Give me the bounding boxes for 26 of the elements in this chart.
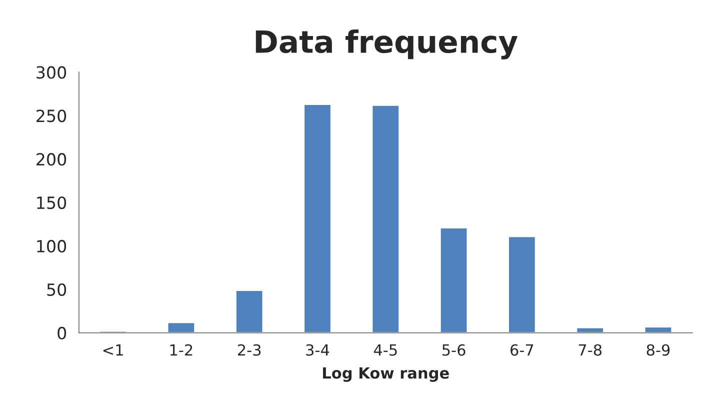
bar (508, 236, 536, 333)
bar (644, 326, 673, 333)
bar (371, 104, 400, 333)
bar (439, 227, 468, 333)
bar (303, 104, 332, 333)
x-tick-label: 6-7 (510, 344, 534, 356)
x-tick-label: 3-4 (306, 344, 330, 356)
bar (576, 326, 604, 333)
x-axis-title: Log Kow range (323, 367, 449, 382)
chart-title: Data frequency (256, 30, 518, 60)
x-tick-label: 1-2 (170, 344, 192, 356)
y-tick-label: 50 (47, 283, 66, 296)
x-tick-label: 2-3 (238, 344, 261, 356)
x-tick-label: 4-5 (374, 344, 397, 356)
y-tick-label: 100 (37, 240, 66, 253)
y-tick-label: 300 (36, 66, 66, 79)
y-tick-label: 0 (58, 326, 66, 340)
x-tick-label: 7-8 (578, 344, 602, 356)
y-tick-label: 200 (36, 153, 66, 166)
y-tick-label: 250 (36, 110, 66, 122)
y-tick-label: 150 (37, 196, 66, 210)
bar (166, 322, 196, 333)
x-tick-label: <1 (103, 344, 123, 356)
x-tick-label: 5-6 (442, 344, 466, 356)
bar (235, 290, 264, 333)
x-tick-label: 8-9 (646, 344, 670, 356)
